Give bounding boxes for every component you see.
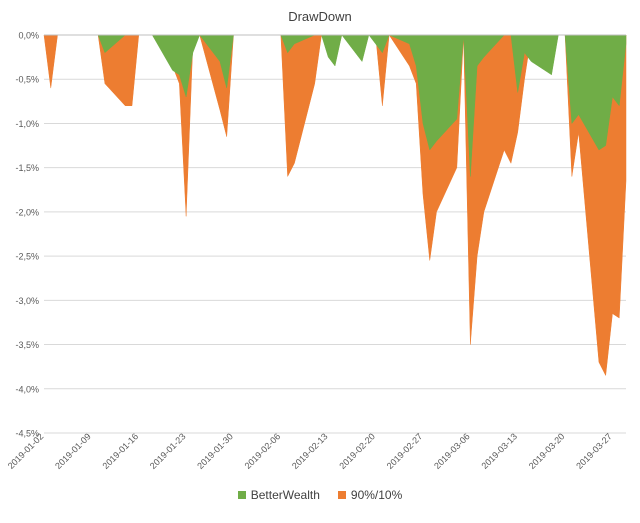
x-tick-label: 2019-01-30 xyxy=(195,431,235,471)
x-tick-label: 2019-03-20 xyxy=(527,431,567,471)
y-tick-label: -3,5% xyxy=(15,340,39,350)
x-tick-label: 2019-01-23 xyxy=(148,431,188,471)
x-tick-label: 2019-01-16 xyxy=(101,431,141,471)
x-tick-label: 2019-03-06 xyxy=(432,431,472,471)
legend-label-betterwealth: BetterWealth xyxy=(250,488,320,502)
y-tick-label: -3,0% xyxy=(15,296,39,306)
x-tick-label: 2019-03-27 xyxy=(574,431,614,471)
y-tick-label: 0,0% xyxy=(18,31,39,41)
x-tick-label: 2019-01-09 xyxy=(53,431,93,471)
y-tick-label: -4,5% xyxy=(15,429,39,439)
y-tick-label: -2,0% xyxy=(15,207,39,217)
x-tick-label: 2019-02-20 xyxy=(337,431,377,471)
series-area-90-10 xyxy=(43,34,627,377)
x-tick-label: 2019-02-13 xyxy=(290,431,330,471)
legend-swatch-90-10 xyxy=(337,491,346,499)
y-tick-label: -4,0% xyxy=(15,384,39,394)
legend-item-90-10[interactable]: 90%/10% xyxy=(337,488,403,502)
x-tick-label: 2019-02-27 xyxy=(385,431,425,471)
y-tick-label: -1,0% xyxy=(15,119,39,129)
chart-title: DrawDown xyxy=(288,9,352,24)
axes: 0,0% -0,5% -1,0% -1,5% -2,0% -2,5% -3,0% -3,5% -… xyxy=(6,31,626,471)
x-tick-label: 2019-02-06 xyxy=(243,431,283,471)
legend-label-90-10: 90%/10% xyxy=(350,488,403,502)
y-tick-label: -1,5% xyxy=(15,163,39,173)
legend: BetterWealth 90%/10% xyxy=(0,488,640,502)
legend-swatch-betterwealth xyxy=(237,491,246,499)
drawdown-chart: 0,0% -0,5% -1,0% -1,5% -2,0% -2,5% -3,0% -3,5% -… xyxy=(6,31,627,471)
x-tick-label: 2019-03-13 xyxy=(480,431,520,471)
y-tick-label: -0,5% xyxy=(15,75,39,85)
legend-item-betterwealth[interactable]: BetterWealth xyxy=(237,488,320,502)
y-tick-label: -2,5% xyxy=(15,252,39,262)
series-areas xyxy=(43,34,627,377)
